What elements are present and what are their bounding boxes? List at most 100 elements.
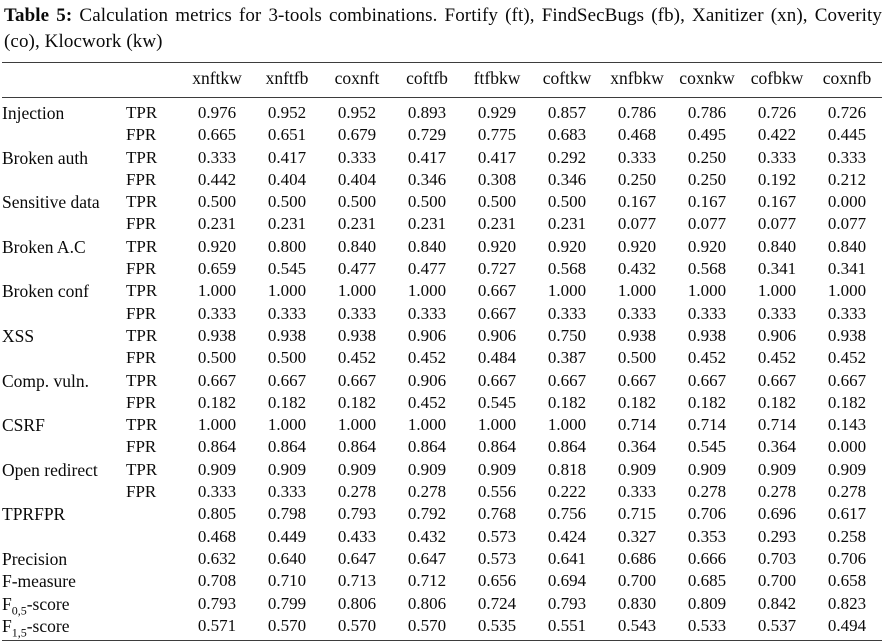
metric-value: 0.333: [687, 303, 727, 323]
metric-value: 0.864: [337, 437, 377, 457]
metric-value: 1.000: [267, 281, 307, 301]
metric-value: 0.537: [757, 615, 797, 635]
metric-value: 0.545: [687, 437, 727, 457]
metric-value: 0.278: [757, 482, 797, 502]
metric-value: 0.333: [197, 482, 237, 502]
metric-value: 0.500: [267, 192, 307, 212]
paper-page: Table 5: Calculation metrics for 3-tools…: [2, 3, 882, 642]
metric-value: 0.333: [267, 303, 307, 323]
metric-value: 0.700: [757, 571, 797, 591]
metric-value: 0.909: [267, 459, 307, 479]
metric-value: 0.906: [757, 325, 797, 345]
metric-value: 0.250: [687, 169, 727, 189]
metric-value: 0.952: [267, 103, 307, 122]
metric-value: 0.445: [827, 125, 867, 145]
metric-value: 0.333: [267, 482, 307, 502]
metric-value: 0.333: [197, 147, 237, 167]
metric-value: 0.842: [757, 593, 797, 613]
metric-value: 0.667: [547, 370, 587, 390]
metric-value: 0.938: [197, 325, 237, 345]
metric-value: 0.920: [617, 236, 657, 256]
metric-value: 0.786: [687, 103, 727, 122]
metric-value: 0.706: [687, 504, 727, 524]
metric-value: 0.077: [827, 214, 867, 234]
metric-value: 0.938: [617, 325, 657, 345]
metric-value: 0.424: [547, 526, 587, 546]
metric-value: 0.683: [547, 125, 587, 145]
metric-value: 0.570: [407, 615, 447, 635]
table-caption-text: Calculation metrics for 3-tools combinat…: [4, 5, 882, 52]
metric-value: 0.570: [337, 615, 377, 635]
metric-value: 0.500: [337, 192, 377, 212]
metric-value: 0.077: [687, 214, 727, 234]
metric-value: 0.182: [827, 392, 867, 412]
column-header-coxnft: coxnft: [322, 62, 392, 98]
metric-value: 0.222: [547, 482, 587, 502]
metric-value: 0.729: [407, 125, 447, 145]
row-category: [2, 169, 126, 191]
metric-value: 0.500: [197, 348, 237, 368]
metric-value: 0.568: [547, 259, 587, 279]
metric-value: 0.346: [547, 169, 587, 189]
metric-value: 0.818: [547, 459, 587, 479]
metric-value: 0.809: [687, 593, 727, 613]
table-row: Sensitive data TPR 0.500 0.500 0.500 0.500 0.5…: [2, 191, 882, 213]
metric-value: 0.452: [407, 348, 447, 368]
metric-value: 0.938: [267, 325, 307, 345]
metric-value: 0.182: [687, 392, 727, 412]
metric-value: 0.632: [197, 548, 237, 568]
metric-value: 0.333: [757, 147, 797, 167]
table-row: F-measure 0.708 0.710 0.713 0.712 0.656 0.694 0…: [2, 570, 882, 592]
metric-value: 0.353: [687, 526, 727, 546]
metric-value: 0.341: [757, 259, 797, 279]
metric-value: 0.768: [477, 504, 517, 524]
metric-value: 0.404: [267, 169, 307, 189]
row-metric: FPR: [126, 482, 157, 502]
metric-value: 0.571: [197, 615, 237, 635]
metric-value: 0.641: [547, 548, 587, 568]
metric-value: 0.806: [407, 593, 447, 613]
metric-value: 0.909: [687, 459, 727, 479]
metric-value: 0.659: [197, 259, 237, 279]
metric-value: 0.570: [267, 615, 307, 635]
table-row: FPR 0.442 0.404 0.404 0.346 0.308 0.346 0.250 0.…: [2, 169, 882, 191]
metric-value: 0.667: [687, 370, 727, 390]
table-row: Broken auth TPR 0.333 0.417 0.333 0.417 0.417 0…: [2, 147, 882, 169]
metric-value: 0.700: [617, 571, 657, 591]
metric-value: 0.182: [547, 392, 587, 412]
metric-value: 1.000: [687, 281, 727, 301]
table-row: Broken A.C TPR 0.920 0.800 0.840 0.840 0.920 0.…: [2, 236, 882, 258]
row-category: [2, 124, 126, 146]
row-metric: [126, 548, 182, 570]
metric-value: 0.665: [197, 125, 237, 145]
metric-value: 0.666: [687, 548, 727, 568]
row-category: [2, 213, 126, 235]
metric-value: 0.906: [477, 325, 517, 345]
column-header-coftfb: coftfb: [392, 62, 462, 98]
row-category: XSS: [2, 325, 35, 346]
metric-value: 0.364: [617, 437, 657, 457]
metric-value: 0.258: [827, 526, 867, 546]
metric-value: 0.495: [687, 125, 727, 145]
metric-value: 0.710: [267, 571, 307, 591]
row-metric: TPR: [126, 325, 158, 345]
metric-value: 0.293: [757, 526, 797, 546]
row-category: F1,5-score: [2, 615, 70, 640]
metric-value: 1.000: [337, 415, 377, 435]
metric-value: 0.573: [477, 548, 517, 568]
metric-value: 1.000: [547, 415, 587, 435]
row-category: [2, 258, 126, 280]
table-row: F0,5-score 0.793 0.799 0.806 0.806 0.724 0.793…: [2, 593, 882, 617]
metric-value: 0.364: [757, 437, 797, 457]
table-row: TPRFPR 0.805 0.798 0.793 0.792 0.768 0.756 0.71…: [2, 503, 882, 525]
metric-value: 0.333: [197, 303, 237, 323]
metric-value: 0.938: [827, 325, 867, 345]
table-caption: Table 5: Calculation metrics for 3-tools…: [4, 3, 882, 55]
metric-value: 0.909: [827, 459, 867, 479]
table-row: FPR 0.659 0.545 0.477 0.477 0.727 0.568 0.432 0.…: [2, 258, 882, 280]
metric-value: 1.000: [337, 281, 377, 301]
column-header-coftkw: coftkw: [532, 62, 602, 98]
metric-value: 0.920: [197, 236, 237, 256]
metric-value: 0.806: [337, 593, 377, 613]
table-row: FPR 0.333 0.333 0.278 0.278 0.556 0.222 0.333 0.…: [2, 481, 882, 503]
